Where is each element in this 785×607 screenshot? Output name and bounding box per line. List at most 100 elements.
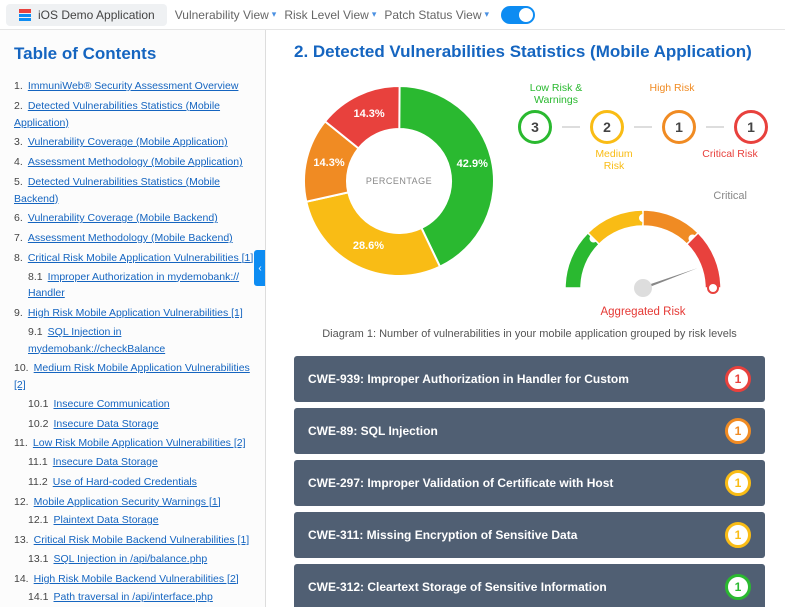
toc-link[interactable]: Insecure Data Storage <box>53 456 158 468</box>
toc-link[interactable]: Medium Risk Mobile Application Vulnerabi… <box>14 362 250 391</box>
risk-badge-label <box>701 82 759 106</box>
risk-badge-label: Low Risk & Warnings <box>527 82 585 106</box>
toc-link[interactable]: SQL Injection in /api/balance.php <box>54 553 208 565</box>
toc-link[interactable]: Vulnerability Coverage (Mobile Applicati… <box>28 136 228 148</box>
toc-link[interactable]: Assessment Methodology (Mobile Backend) <box>28 232 233 244</box>
nav-risk-level-view[interactable]: Risk Level View▾ <box>284 8 376 22</box>
toc-subitem: 14.1 Path traversal in /api/interface.ph… <box>28 589 255 606</box>
toc-subitem: 8.1 Improper Authorization in mydemobank… <box>28 269 255 303</box>
nav-vulnerability-view[interactable]: Vulnerability View▾ <box>175 8 277 22</box>
toc-item: 13. Critical Risk Mobile Backend Vulnera… <box>14 532 255 568</box>
vulnerability-row[interactable]: CWE-939: Improper Authorization in Handl… <box>294 356 765 402</box>
vulnerability-title: CWE-297: Improper Validation of Certific… <box>308 476 613 490</box>
app-tab[interactable]: iOS Demo Application <box>6 4 167 26</box>
risk-badge-label: High Risk <box>643 82 701 106</box>
section-title: 2. Detected Vulnerabilities Statistics (… <box>294 42 765 62</box>
toc-link[interactable]: Critical Risk Mobile Backend Vulnerabili… <box>34 534 250 546</box>
risk-badge-label <box>527 148 585 172</box>
view-toggle[interactable] <box>501 6 535 24</box>
vulnerability-count-badge: 1 <box>725 366 751 392</box>
vulnerability-title: CWE-311: Missing Encryption of Sensitive… <box>308 528 577 542</box>
toc-link[interactable]: Detected Vulnerabilities Statistics (Mob… <box>14 176 220 205</box>
vulnerability-list: CWE-939: Improper Authorization in Handl… <box>294 356 765 607</box>
toc-item: 7. Assessment Methodology (Mobile Backen… <box>14 230 255 247</box>
vulnerability-title: CWE-89: SQL Injection <box>308 424 438 438</box>
toc-link[interactable]: SQL Injection in mydemobank://checkBalan… <box>28 326 165 355</box>
gauge-critical-label: Critical <box>713 190 747 202</box>
chevron-down-icon: ▾ <box>485 9 490 20</box>
risk-badge: 1 <box>734 110 768 144</box>
toc-link[interactable]: Use of Hard-coded Credentials <box>53 476 197 488</box>
toc-item: 14. High Risk Mobile Backend Vulnerabili… <box>14 571 255 607</box>
toc-item: 9. High Risk Mobile Application Vulnerab… <box>14 305 255 357</box>
toc-link[interactable]: Mobile Application Security Warnings [1] <box>34 496 221 508</box>
donut-slice <box>306 192 440 276</box>
vulnerability-count-badge: 1 <box>725 418 751 444</box>
vulnerability-count-badge: 1 <box>725 522 751 548</box>
sidebar-collapse-button[interactable]: ‹ <box>254 250 266 286</box>
donut-slice-label: 14.3% <box>353 108 384 120</box>
vulnerability-count-badge: 1 <box>725 574 751 600</box>
vulnerability-row[interactable]: CWE-311: Missing Encryption of Sensitive… <box>294 512 765 558</box>
risk-badge: 3 <box>518 110 552 144</box>
vulnerability-count-badge: 1 <box>725 470 751 496</box>
toc-link[interactable]: Low Risk Mobile Application Vulnerabilit… <box>33 437 246 449</box>
gauge-aggregated-label: Aggregated Risk <box>543 306 743 318</box>
toc: 1. ImmuniWeb® Security Assessment Overvi… <box>14 78 255 607</box>
risk-badge: 1 <box>662 110 696 144</box>
vulnerability-row[interactable]: CWE-89: SQL Injection 1 <box>294 408 765 454</box>
toc-item: 3. Vulnerability Coverage (Mobile Applic… <box>14 134 255 151</box>
toc-title: Table of Contents <box>14 44 255 64</box>
vulnerability-row[interactable]: CWE-297: Improper Validation of Certific… <box>294 460 765 506</box>
donut-slice-label: 42.9% <box>457 158 488 170</box>
toc-link[interactable]: High Risk Mobile Application Vulnerabili… <box>28 307 243 319</box>
vulnerability-title: CWE-939: Improper Authorization in Handl… <box>308 372 629 386</box>
toc-link[interactable]: Plaintext Data Storage <box>54 514 159 526</box>
gauge-chart: Critical Aggregated Risk <box>543 188 743 318</box>
toc-subitem: 10.1 Insecure Communication <box>28 396 255 413</box>
vulnerability-title: CWE-312: Cleartext Storage of Sensitive … <box>308 580 607 594</box>
sidebar: Table of Contents 1. ImmuniWeb® Security… <box>0 30 266 607</box>
risk-badges: 3 2 1 1 <box>518 110 768 144</box>
toc-link[interactable]: ImmuniWeb® Security Assessment Overview <box>28 80 239 92</box>
toc-item: 4. Assessment Methodology (Mobile Applic… <box>14 154 255 171</box>
toc-link[interactable]: High Risk Mobile Backend Vulnerabilities… <box>34 573 239 585</box>
chevron-down-icon: ▾ <box>272 9 277 20</box>
app-logo-icon <box>18 8 32 22</box>
toc-item: 8. Critical Risk Mobile Application Vuln… <box>14 250 255 302</box>
toc-link[interactable]: Improper Authorization in mydemobank:// … <box>28 271 239 300</box>
gauge-arc <box>588 210 643 244</box>
toc-item: 12. Mobile Application Security Warnings… <box>14 494 255 530</box>
toc-subitem: 9.1 SQL Injection in mydemobank://checkB… <box>28 324 255 358</box>
risk-badge-label <box>585 82 643 106</box>
donut-chart: PERCENTAGE 42.9% 28.6% 14.3% 14.3% <box>294 76 504 286</box>
toc-subitem: 13.1 SQL Injection in /api/balance.php <box>28 551 255 568</box>
toc-item: 6. Vulnerability Coverage (Mobile Backen… <box>14 210 255 227</box>
content-area: 2. Detected Vulnerabilities Statistics (… <box>266 30 785 607</box>
toc-link[interactable]: Path traversal in /api/interface.php <box>54 591 213 603</box>
risk-badge: 2 <box>590 110 624 144</box>
gauge-arc <box>687 233 721 288</box>
diagram-caption: Diagram 1: Number of vulnerabilities in … <box>294 328 765 340</box>
toc-item: 10. Medium Risk Mobile Application Vulne… <box>14 360 255 432</box>
donut-slice-label: 28.6% <box>353 240 384 252</box>
toc-link[interactable]: Assessment Methodology (Mobile Applicati… <box>28 156 243 168</box>
chevron-left-icon: ‹ <box>258 263 261 274</box>
donut-center-label: PERCENTAGE <box>366 176 432 186</box>
chevron-down-icon: ▾ <box>372 9 377 20</box>
toc-subitem: 12.1 Plaintext Data Storage <box>28 512 255 529</box>
toc-link[interactable]: Detected Vulnerabilities Statistics (Mob… <box>14 100 220 129</box>
vulnerability-row[interactable]: CWE-312: Cleartext Storage of Sensitive … <box>294 564 765 607</box>
toc-item: 5. Detected Vulnerabilities Statistics (… <box>14 174 255 208</box>
risk-badge-label: Critical Risk <box>701 148 759 172</box>
toc-link[interactable]: Insecure Communication <box>54 398 170 410</box>
donut-slice-label: 14.3% <box>313 157 344 169</box>
topbar: iOS Demo Application Vulnerability View▾… <box>0 0 785 30</box>
toc-link[interactable]: Critical Risk Mobile Application Vulnera… <box>28 252 253 264</box>
toc-link[interactable]: Insecure Data Storage <box>54 418 159 430</box>
nav-patch-status-view[interactable]: Patch Status View▾ <box>384 8 489 22</box>
toc-link[interactable]: Vulnerability Coverage (Mobile Backend) <box>28 212 218 224</box>
toc-subitem: 11.2 Use of Hard-coded Credentials <box>28 474 255 491</box>
toc-subitem: 11.1 Insecure Data Storage <box>28 454 255 471</box>
risk-badge-label: Medium Risk <box>585 148 643 172</box>
